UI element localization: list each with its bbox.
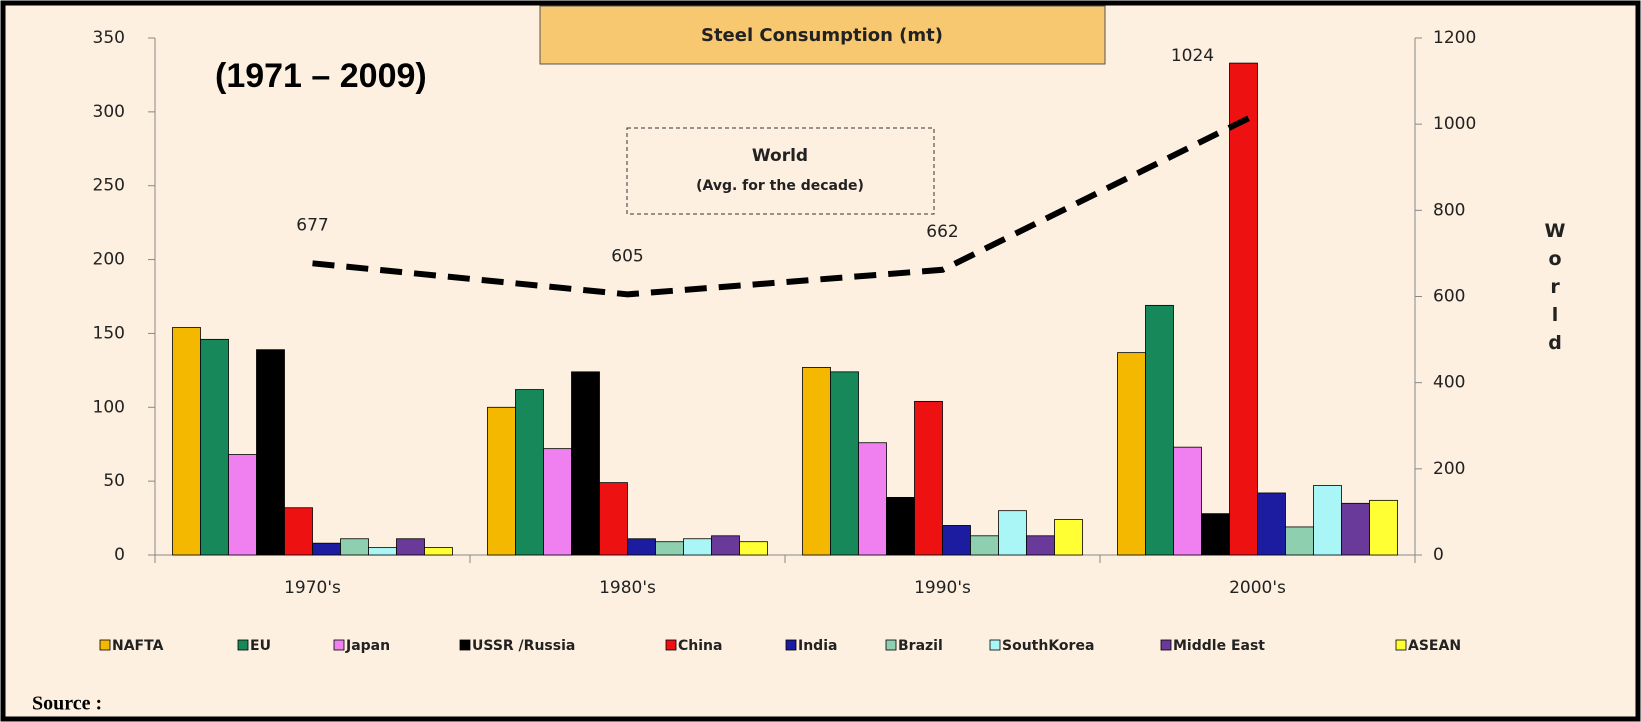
bar bbox=[802, 367, 831, 556]
y2-tick-label: 1000 bbox=[1433, 114, 1476, 134]
legend-swatch bbox=[333, 639, 345, 651]
legend-swatch bbox=[885, 639, 897, 651]
y-tick-label: 350 bbox=[93, 28, 125, 48]
bar bbox=[998, 510, 1027, 556]
bar bbox=[228, 454, 257, 556]
world-box bbox=[626, 127, 935, 215]
legend-swatch bbox=[1160, 639, 1172, 651]
bar bbox=[312, 542, 341, 556]
legend-label: Brazil bbox=[898, 638, 943, 654]
bar bbox=[830, 371, 859, 556]
bar bbox=[1257, 492, 1286, 556]
x-tick-label: 2000's bbox=[1229, 578, 1286, 598]
bar bbox=[200, 338, 229, 556]
chart-title: Steel Consumption (mt) bbox=[701, 25, 943, 46]
source: Source : bbox=[32, 693, 102, 715]
legend-label: India bbox=[798, 638, 837, 654]
bar bbox=[543, 448, 572, 556]
bar bbox=[970, 535, 999, 556]
legend-swatch bbox=[989, 639, 1001, 651]
bar bbox=[1026, 535, 1055, 556]
bar bbox=[1145, 304, 1174, 556]
legend-swatch bbox=[785, 639, 797, 651]
bar bbox=[942, 525, 971, 556]
bar bbox=[886, 496, 915, 556]
y2-tick-label: 800 bbox=[1433, 200, 1465, 220]
bar bbox=[340, 538, 369, 556]
y-tick-label: 200 bbox=[93, 250, 125, 270]
bar bbox=[487, 406, 516, 556]
x-tick-label: 1980's bbox=[599, 578, 656, 598]
world-value-label: 662 bbox=[926, 222, 958, 242]
legend-swatch bbox=[665, 639, 677, 651]
bar bbox=[858, 442, 887, 556]
bar bbox=[1117, 352, 1146, 556]
legend-label: Japan bbox=[345, 638, 390, 654]
world-value-label: 677 bbox=[296, 215, 328, 235]
y-tick-label: 50 bbox=[103, 471, 125, 491]
y2-tick-label: 200 bbox=[1433, 459, 1465, 479]
bar bbox=[284, 507, 313, 556]
y-tick-label: 150 bbox=[93, 323, 125, 343]
bar bbox=[1341, 502, 1370, 556]
bar bbox=[739, 541, 768, 556]
bar bbox=[1054, 519, 1083, 556]
bar bbox=[1369, 499, 1398, 556]
y2-label: World bbox=[1544, 220, 1566, 360]
y2-tick-label: 1200 bbox=[1433, 28, 1476, 48]
legend-label: USSR /Russia bbox=[472, 638, 575, 654]
bar bbox=[711, 535, 740, 556]
bar bbox=[683, 538, 712, 556]
y-tick-label: 250 bbox=[93, 176, 125, 196]
legend-label: ASEAN bbox=[1408, 638, 1461, 654]
x-tick-label: 1970's bbox=[284, 578, 341, 598]
legend-swatch bbox=[459, 639, 471, 651]
y2-tick-label: 400 bbox=[1433, 373, 1465, 393]
legend-label: SouthKorea bbox=[1002, 638, 1094, 654]
bar bbox=[599, 482, 628, 556]
legend-label: China bbox=[678, 638, 722, 654]
bar bbox=[368, 547, 397, 556]
bar bbox=[172, 327, 201, 556]
bar bbox=[914, 400, 943, 556]
bar bbox=[1313, 485, 1342, 556]
legend-label: Middle East bbox=[1173, 638, 1265, 654]
bar bbox=[1229, 62, 1258, 556]
x-tick-label: 1990's bbox=[914, 578, 971, 598]
y2-tick-label: 600 bbox=[1433, 287, 1465, 307]
y-tick-label: 100 bbox=[93, 397, 125, 417]
world-note-sub: (Avg. for the decade) bbox=[696, 178, 864, 194]
bar bbox=[1173, 446, 1202, 556]
legend-swatch bbox=[99, 639, 111, 651]
world-note: World bbox=[752, 146, 808, 166]
bar bbox=[515, 389, 544, 556]
legend-label: EU bbox=[250, 638, 271, 654]
bar bbox=[571, 371, 600, 556]
y-tick-label: 300 bbox=[93, 102, 125, 122]
world-value-label: 1024 bbox=[1171, 46, 1214, 66]
title-box bbox=[539, 5, 1106, 65]
legend-label: NAFTA bbox=[112, 638, 164, 654]
bar bbox=[655, 541, 684, 556]
bar bbox=[424, 547, 453, 556]
y2-tick-label: 0 bbox=[1433, 545, 1444, 565]
bar bbox=[396, 538, 425, 556]
y-tick-label: 0 bbox=[114, 545, 125, 565]
legend-swatch bbox=[237, 639, 249, 651]
bar bbox=[1201, 513, 1230, 556]
bar bbox=[256, 349, 285, 556]
legend-swatch bbox=[1395, 639, 1407, 651]
bar bbox=[1285, 526, 1314, 556]
bar bbox=[627, 538, 656, 556]
period-note: (1971 – 2009) bbox=[215, 57, 427, 95]
world-value-label: 605 bbox=[611, 246, 643, 266]
